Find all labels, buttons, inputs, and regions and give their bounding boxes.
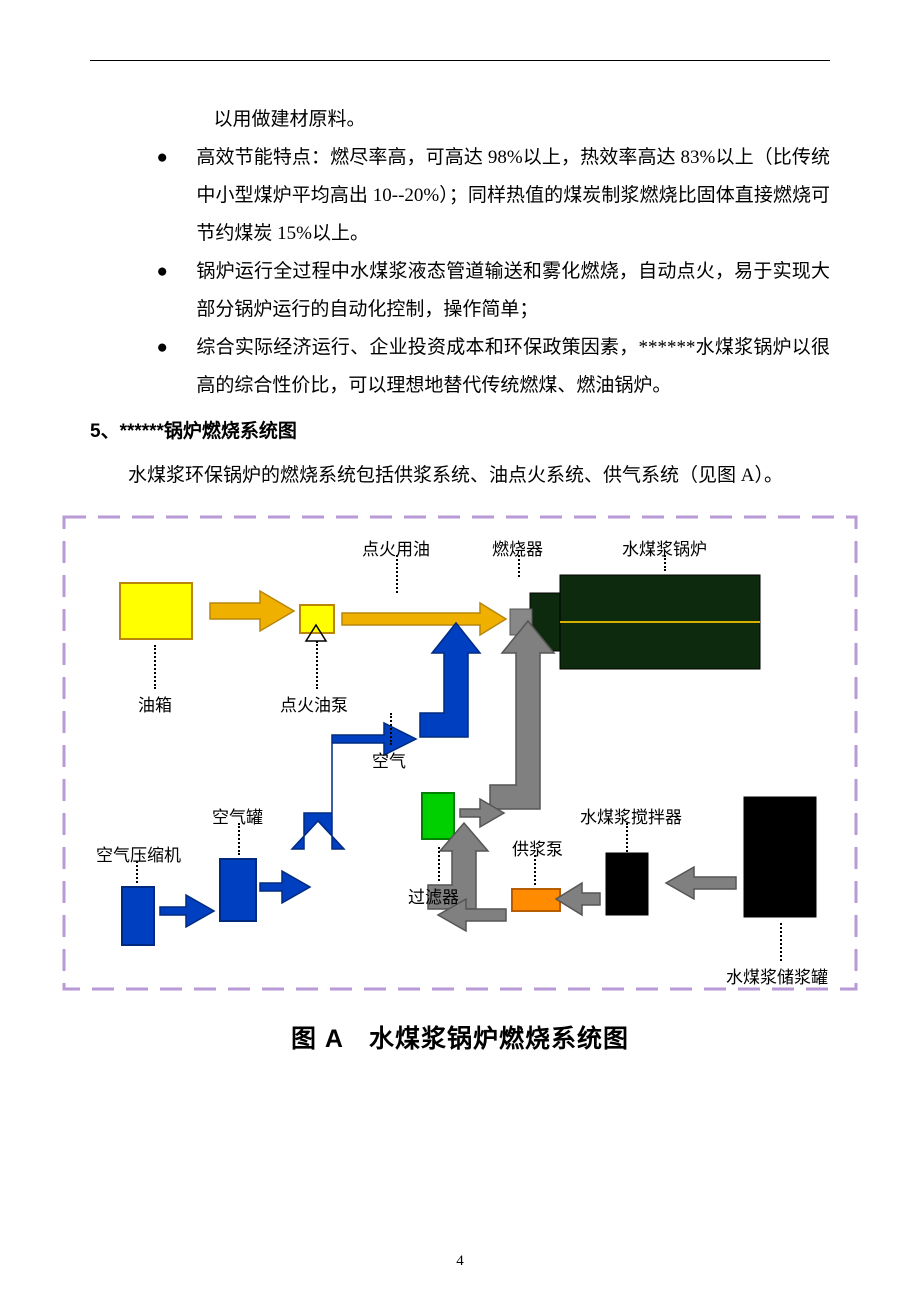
top-rule bbox=[90, 60, 830, 61]
section-paragraph: 水煤浆环保锅炉的燃烧系统包括供浆系统、油点火系统、供气系统（见图 A）。 bbox=[90, 457, 830, 495]
diagram-svg bbox=[60, 513, 860, 1013]
document-page: 以用做建材原料。 高效节能特点：燃尽率高，可高达 98%以上，热效率高达 83%… bbox=[0, 0, 920, 1302]
diagram-label-air: 空气 bbox=[372, 747, 406, 772]
leader-line bbox=[136, 861, 138, 883]
bullet-item: 高效节能特点：燃尽率高，可高达 98%以上，热效率高达 83%以上（比传统中小型… bbox=[136, 139, 830, 253]
leader-line bbox=[390, 713, 392, 745]
leader-line bbox=[316, 641, 318, 689]
page-number: 4 bbox=[0, 1253, 920, 1270]
bullet-list: 高效节能特点：燃尽率高，可高达 98%以上，热效率高达 83%以上（比传统中小型… bbox=[90, 139, 830, 405]
leader-line bbox=[780, 923, 782, 961]
body-text: 以用做建材原料。 高效节能特点：燃尽率高，可高达 98%以上，热效率高达 83%… bbox=[90, 101, 830, 495]
diagram-label-ign_pump: 点火油泵 bbox=[280, 691, 348, 716]
continuation-line: 以用做建材原料。 bbox=[214, 101, 831, 139]
leader-line bbox=[238, 823, 240, 855]
section-heading: 5、******锅炉燃烧系统图 bbox=[90, 413, 830, 451]
diagram-label-compressor: 空气压缩机 bbox=[96, 841, 181, 866]
diagram-figure: 点火用油燃烧器水煤浆锅炉油箱点火油泵空气空气罐水煤浆搅拌器空气压缩机供浆泵过滤器… bbox=[60, 513, 860, 1013]
diagram-label-oil_tank: 油箱 bbox=[138, 691, 172, 716]
bullet-item: 综合实际经济运行、企业投资成本和环保政策因素，******水煤浆锅炉以很高的综合… bbox=[136, 329, 830, 405]
diagram-label-storage: 水煤浆储浆罐 bbox=[726, 963, 828, 988]
leader-line bbox=[518, 555, 520, 577]
leader-line bbox=[626, 823, 628, 855]
diagram-label-slurry_pump: 供浆泵 bbox=[512, 835, 563, 860]
leader-line bbox=[534, 855, 536, 885]
leader-line bbox=[154, 645, 156, 689]
leader-line bbox=[438, 847, 440, 881]
diagram-label-mixer: 水煤浆搅拌器 bbox=[580, 803, 682, 828]
figure-caption: 图 A 水煤浆锅炉燃烧系统图 bbox=[90, 1019, 830, 1055]
leader-line bbox=[396, 555, 398, 593]
leader-line bbox=[664, 555, 666, 571]
bullet-item: 锅炉运行全过程中水煤浆液态管道输送和雾化燃烧，自动点火，易于实现大部分锅炉运行的… bbox=[136, 253, 830, 329]
diagram-label-filter: 过滤器 bbox=[408, 883, 459, 908]
